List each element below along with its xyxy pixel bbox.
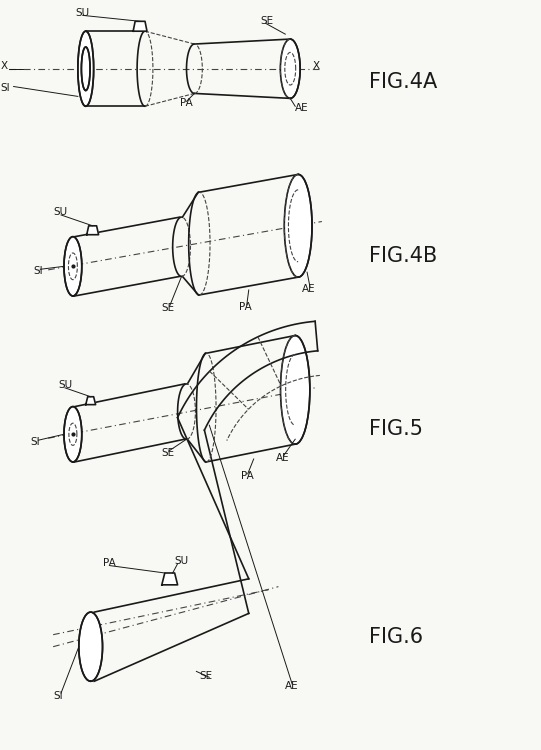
Text: AE: AE [302, 284, 316, 294]
Ellipse shape [64, 406, 82, 462]
Text: SE: SE [162, 448, 175, 458]
Text: FIG.5: FIG.5 [370, 419, 423, 440]
Ellipse shape [79, 612, 103, 681]
Text: X: X [313, 61, 320, 70]
Ellipse shape [280, 39, 300, 98]
Text: FIG.4A: FIG.4A [370, 71, 438, 92]
Ellipse shape [78, 32, 94, 106]
Text: SU: SU [58, 380, 72, 390]
Text: SE: SE [199, 671, 213, 681]
Text: SE: SE [261, 16, 274, 26]
Text: PA: PA [180, 98, 193, 108]
Text: SI: SI [53, 691, 63, 701]
Text: SI: SI [1, 83, 10, 94]
Polygon shape [85, 397, 96, 405]
Ellipse shape [281, 335, 310, 444]
Text: SI: SI [34, 266, 43, 276]
Text: FIG.6: FIG.6 [370, 627, 424, 646]
Text: AE: AE [295, 104, 309, 113]
Text: AE: AE [285, 681, 299, 692]
Text: AE: AE [275, 453, 289, 463]
Text: SU: SU [53, 207, 67, 217]
Text: SU: SU [76, 8, 90, 19]
Polygon shape [133, 21, 147, 32]
Text: PA: PA [241, 471, 254, 481]
Ellipse shape [64, 237, 82, 296]
Text: SE: SE [162, 303, 175, 313]
Ellipse shape [81, 47, 90, 91]
Text: X: X [1, 61, 8, 70]
Polygon shape [87, 226, 98, 235]
Text: SU: SU [175, 556, 189, 566]
Polygon shape [162, 573, 177, 585]
Ellipse shape [284, 175, 312, 278]
Text: FIG.4B: FIG.4B [370, 247, 438, 266]
Text: PA: PA [239, 302, 252, 312]
Text: SI: SI [30, 437, 40, 447]
Text: PA: PA [103, 558, 115, 568]
